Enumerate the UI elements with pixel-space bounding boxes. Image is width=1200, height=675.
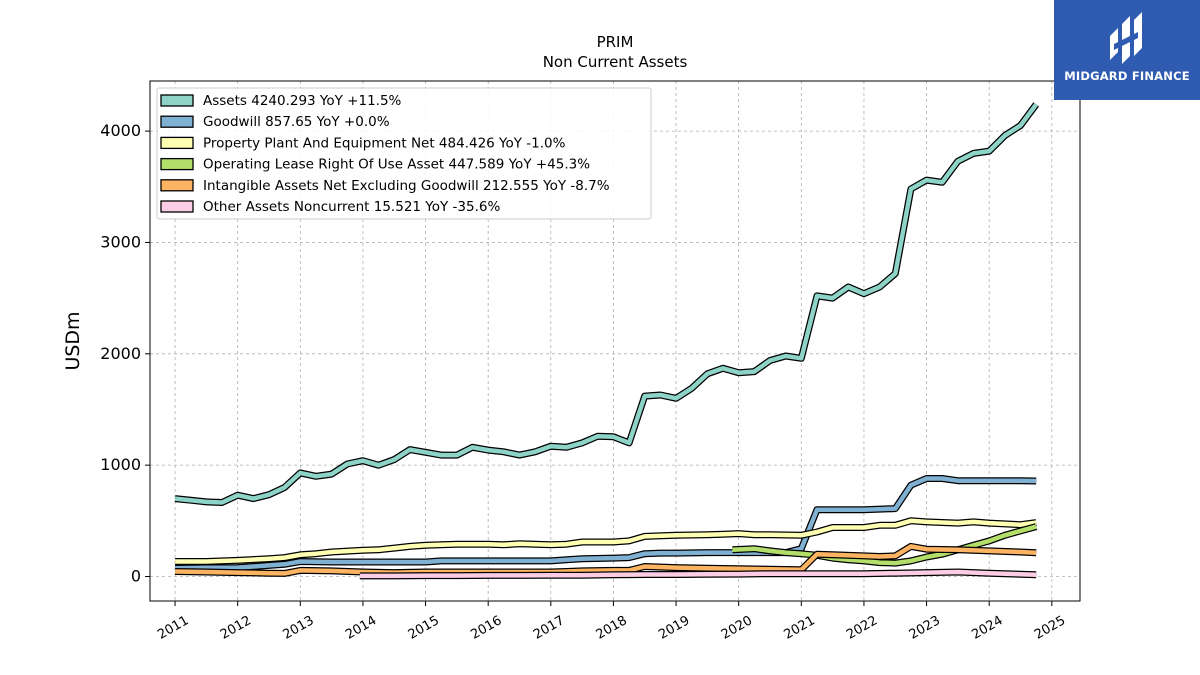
- legend-box: [156, 87, 652, 220]
- x-tick-label: 2014: [343, 613, 379, 643]
- series-line: [174, 103, 1039, 505]
- x-tick-label: 2024: [969, 613, 1005, 643]
- legend-swatch: [160, 115, 194, 128]
- legend: Assets 4240.293 YoY +11.5% Goodwill 857.6…: [156, 87, 652, 220]
- series-line: [359, 569, 1037, 579]
- grid: [150, 81, 1080, 601]
- legend-swatch: [160, 200, 194, 213]
- chart-title: PRIM: [597, 33, 634, 51]
- legend-label: Operating Lease Right Of Use Asset 447.5…: [203, 157, 590, 173]
- series-line: [175, 518, 1037, 564]
- series-layer: [174, 102, 1040, 580]
- x-tick-label: 2011: [155, 613, 191, 643]
- series-line: [175, 544, 1037, 576]
- x-tick-label: 2017: [531, 613, 567, 643]
- x-tick-label: 2018: [594, 613, 630, 643]
- x-tick-label: 2013: [280, 613, 316, 643]
- brand-name: MIDGARD FINANCE: [1064, 69, 1190, 83]
- series-line: [175, 476, 1037, 571]
- y-tick-label: 1000: [100, 455, 141, 474]
- x-tick-label: 2012: [218, 613, 254, 643]
- legend-swatch: [160, 94, 194, 107]
- legend-label: Other Assets Noncurrent 15.521 YoY -35.6…: [203, 199, 500, 215]
- x-tick-label: 2023: [907, 613, 943, 643]
- legend-label: Property Plant And Equipment Net 484.426…: [203, 135, 566, 151]
- legend-label: Goodwill 857.65 YoY +0.0%: [203, 114, 390, 130]
- legend-swatch: [160, 157, 194, 171]
- brand-logo-box: MIDGARD FINANCE: [1054, 0, 1200, 100]
- midgard-logo-icon: [1110, 12, 1142, 64]
- x-tick-label: 2025: [1032, 613, 1068, 643]
- x-tick-label: 2021: [781, 613, 817, 643]
- y-tick-label: 3000: [100, 232, 141, 251]
- y-tick-label: 0: [131, 567, 141, 586]
- legend-swatch: [160, 136, 194, 150]
- series-line: [732, 524, 1037, 566]
- y-axis-label: USDm: [62, 311, 84, 370]
- x-tick-label: 2016: [468, 613, 504, 643]
- x-tick-label: 2022: [844, 613, 880, 643]
- x-tick-label: 2020: [719, 613, 755, 643]
- legend-swatch: [160, 179, 194, 192]
- x-tick-label: 2019: [656, 613, 692, 643]
- legend-label: Intangible Assets Net Excluding Goodwill…: [203, 178, 610, 194]
- x-tick-label: 2015: [406, 613, 442, 643]
- y-tick-label: 2000: [100, 344, 141, 363]
- chart-subtitle: Non Current Assets: [543, 53, 688, 71]
- plot-frame: [149, 80, 1081, 602]
- y-tick-label: 4000: [100, 121, 141, 140]
- legend-label: Assets 4240.293 YoY +11.5%: [203, 93, 402, 109]
